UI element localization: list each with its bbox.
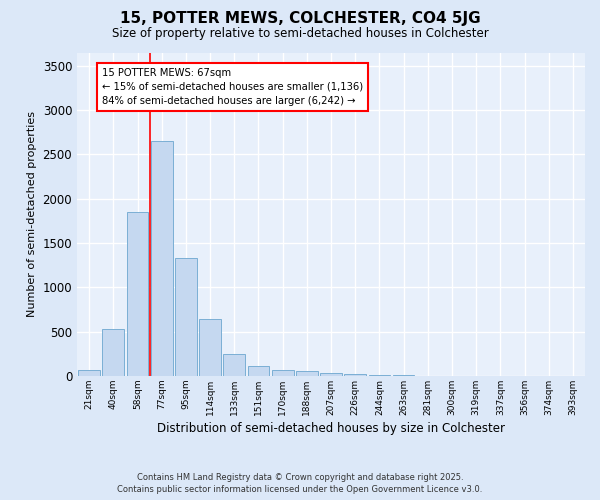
X-axis label: Distribution of semi-detached houses by size in Colchester: Distribution of semi-detached houses by …: [157, 422, 505, 435]
Bar: [368, 375, 390, 376]
Bar: [223, 354, 245, 376]
Text: 15 POTTER MEWS: 67sqm
← 15% of semi-detached houses are smaller (1,136)
84% of s: 15 POTTER MEWS: 67sqm ← 15% of semi-deta…: [102, 68, 363, 106]
Text: Contains HM Land Registry data © Crown copyright and database right 2025.
Contai: Contains HM Land Registry data © Crown c…: [118, 472, 482, 494]
Bar: [103, 329, 124, 376]
Bar: [78, 370, 100, 376]
Bar: [248, 366, 269, 376]
Bar: [272, 370, 293, 376]
Bar: [151, 141, 173, 376]
Bar: [175, 258, 197, 376]
Y-axis label: Number of semi-detached properties: Number of semi-detached properties: [27, 111, 37, 317]
Bar: [296, 372, 318, 376]
Bar: [127, 212, 148, 376]
Text: 15, POTTER MEWS, COLCHESTER, CO4 5JG: 15, POTTER MEWS, COLCHESTER, CO4 5JG: [119, 11, 481, 26]
Text: Size of property relative to semi-detached houses in Colchester: Size of property relative to semi-detach…: [112, 28, 488, 40]
Bar: [199, 319, 221, 376]
Bar: [344, 374, 366, 376]
Bar: [320, 373, 342, 376]
